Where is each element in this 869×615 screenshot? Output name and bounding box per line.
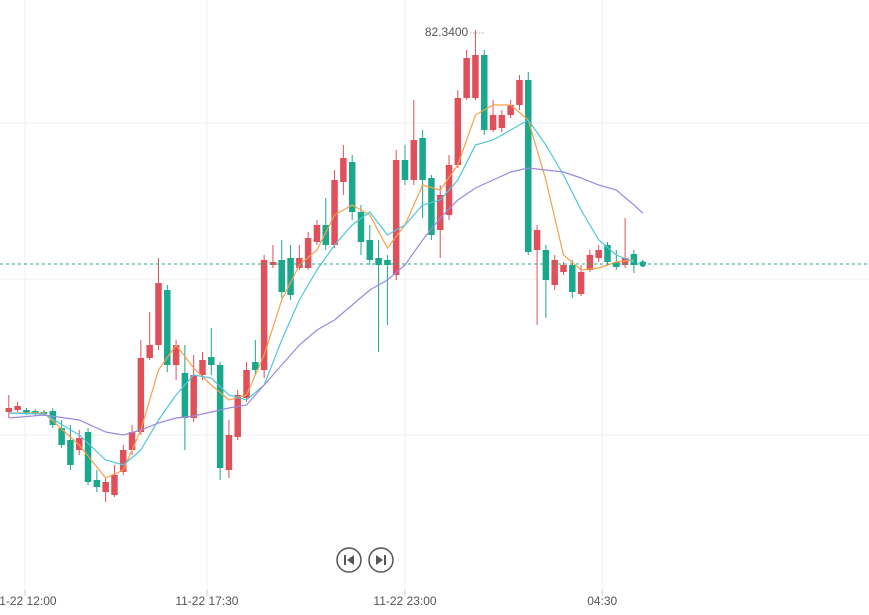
candle-body — [498, 115, 506, 128]
x-tick-label: 11-22 23:00 — [373, 594, 436, 608]
candle-body — [313, 225, 321, 242]
candle-body — [331, 180, 338, 245]
candle-body — [366, 240, 374, 260]
candle-body — [14, 406, 21, 410]
candle-body — [234, 395, 241, 437]
candle-body — [146, 345, 153, 358]
candle-body — [164, 290, 171, 365]
candle-body — [507, 105, 514, 115]
candle-body — [340, 158, 347, 182]
moving-average-line — [8, 119, 635, 466]
candle-body — [199, 360, 206, 375]
candle-body — [296, 258, 303, 268]
candle-body — [384, 260, 391, 265]
candle-body — [93, 480, 101, 487]
candle-body — [480, 55, 488, 130]
moving-average-line — [8, 104, 634, 479]
x-tick-label: 11-22 17:30 — [175, 594, 238, 608]
candle-body — [472, 55, 479, 98]
candle-body — [322, 225, 330, 245]
candle-body — [67, 440, 74, 465]
prev-button[interactable] — [336, 547, 362, 573]
candle-body — [436, 195, 444, 230]
candle-body — [428, 178, 435, 235]
candle-body — [128, 432, 136, 450]
candle-body — [630, 254, 638, 265]
candle-body — [392, 160, 400, 275]
candle-body — [533, 230, 541, 250]
candle-body — [551, 260, 558, 285]
candle-body — [348, 162, 356, 212]
x-tick-label: 04:30 — [587, 594, 617, 608]
candle-body — [58, 428, 65, 445]
candle-body — [120, 450, 127, 472]
candle-body — [260, 260, 268, 370]
candle-body — [172, 345, 180, 365]
candle-body — [225, 435, 233, 470]
candle-body — [23, 410, 30, 413]
candle-body — [516, 80, 523, 105]
candle-body — [111, 475, 118, 495]
candle-body — [569, 265, 576, 292]
candle-body — [49, 411, 57, 425]
candle-body — [208, 357, 215, 365]
candle-body — [5, 408, 13, 412]
candle-body — [375, 258, 382, 265]
candle-body — [190, 375, 197, 418]
candle-body — [75, 438, 83, 450]
candle-body — [613, 262, 620, 267]
candle-body — [577, 272, 585, 294]
candle-body — [525, 80, 532, 252]
x-tick-label: 11-22 12:00 — [0, 594, 57, 608]
candle-body — [304, 238, 312, 268]
candle-body — [287, 258, 294, 295]
candle-body — [586, 255, 594, 270]
candle-body — [84, 432, 92, 482]
moving-average-line — [8, 167, 644, 436]
candle-body — [463, 58, 470, 98]
candle-body — [560, 265, 567, 272]
last-price-dot — [639, 261, 646, 267]
candle-body — [216, 365, 224, 468]
candle-body — [137, 358, 145, 432]
candle-body — [595, 250, 602, 258]
candle-body — [155, 283, 162, 345]
next-button[interactable] — [368, 547, 394, 573]
candle-body — [278, 260, 285, 292]
candle-body — [410, 140, 418, 180]
candle-body — [102, 482, 109, 492]
candle-body — [489, 115, 497, 130]
candle-body — [454, 98, 462, 165]
candle-body — [357, 212, 365, 242]
candle-body — [252, 362, 259, 370]
candle-body — [181, 373, 189, 418]
candle-body — [401, 160, 409, 180]
annotation-label: 82.3400 — [425, 25, 469, 39]
candle-body — [243, 370, 250, 398]
candle-body — [542, 250, 550, 280]
candle-body — [419, 138, 426, 180]
candle-body — [604, 245, 611, 262]
